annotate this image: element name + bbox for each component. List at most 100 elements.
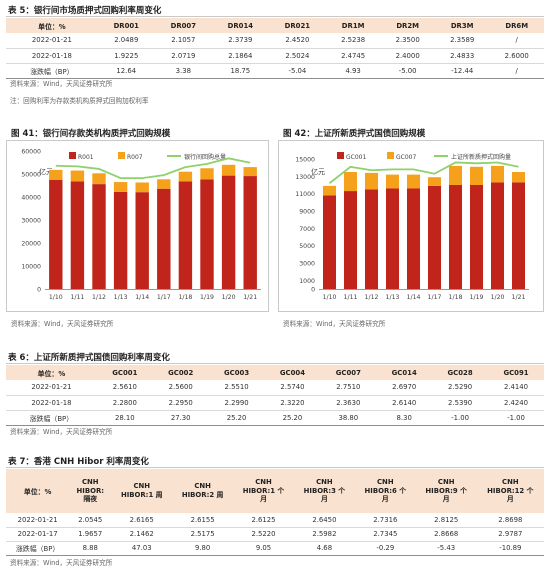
column-header-cell: DR001 bbox=[97, 18, 155, 33]
table5: 单位：% DR001 DR007 DR014 DR021 DR1M DR2M DR3M DR6M… bbox=[6, 18, 544, 79]
bar-segment bbox=[511, 182, 526, 289]
y-tick-label: 60000 bbox=[21, 149, 41, 156]
bar-segment bbox=[200, 179, 214, 289]
x-tick-label: 1/12 bbox=[365, 294, 379, 301]
table-cell: 2.0719 bbox=[154, 48, 212, 64]
bar-segment bbox=[92, 173, 106, 185]
x-tick-label: 1/12 bbox=[92, 294, 106, 301]
table-cell: 2.0489 bbox=[97, 33, 155, 49]
bar-segment bbox=[135, 192, 149, 289]
y-tick-label: 0 bbox=[37, 287, 41, 294]
table-row: 涨跌幅（BP） 28.10 27.30 25.20 25.20 38.80 8.30 -1.0… bbox=[6, 410, 544, 426]
column-header-cell: DR1M bbox=[325, 18, 381, 33]
bar-segment bbox=[511, 172, 526, 183]
table-cell: 2.4520 bbox=[268, 33, 326, 49]
bar-segment bbox=[157, 188, 171, 289]
x-tick-label: 1/20 bbox=[222, 294, 236, 301]
table-cell: 2.3220 bbox=[264, 395, 321, 411]
x-tick-label: 1/10 bbox=[49, 294, 63, 301]
bar-segment bbox=[469, 185, 484, 289]
table-cell: 25.20 bbox=[208, 410, 265, 426]
column-header-cell: GC001 bbox=[96, 365, 153, 380]
table-cell: -5.43 bbox=[415, 541, 477, 556]
bar-segment bbox=[364, 189, 379, 289]
bar-segment bbox=[490, 165, 505, 183]
table-cell: 2.3500 bbox=[380, 33, 435, 49]
unit-header-cell: 单位：% bbox=[6, 18, 98, 33]
y-tick-label: 11000 bbox=[295, 191, 315, 198]
header-row: 单位：% GC001 GC002 GC003 GC004 GC007 GC014 GC028 G… bbox=[6, 365, 544, 380]
column-header-cell: DR3M bbox=[434, 18, 490, 33]
table-cell: 47.03 bbox=[111, 541, 173, 556]
bar-segment bbox=[135, 182, 149, 193]
table-cell: 38.80 bbox=[320, 410, 377, 426]
table-cell: -10.89 bbox=[476, 541, 544, 556]
legend-item: GC001 bbox=[337, 152, 366, 161]
bar-segment bbox=[243, 167, 257, 177]
table-cell: 2.3630 bbox=[320, 395, 377, 411]
table-row: 2022-01-18 2.2800 2.2950 2.2990 2.3220 2.3630… bbox=[6, 395, 544, 411]
table-cell: 2.5220 bbox=[233, 527, 294, 542]
column-header-cell: CNH HIBOR:12 个 月 bbox=[476, 469, 544, 513]
table7-title: 表 7：香港 CNH Hibor 利率周变化 bbox=[8, 457, 149, 467]
x-tick-label: 1/13 bbox=[114, 294, 128, 301]
table-row: 2022-01-18 1.9225 2.0719 2.1864 2.5024 2.4745… bbox=[6, 48, 544, 64]
bar-segment bbox=[70, 170, 85, 182]
column-header-cell: CNH HIBOR:9 个 月 bbox=[415, 469, 477, 513]
header-row: 单位：% CNH HIBOR: 隔夜 CNH HIBOR:1 周 CNH HIBOR:… bbox=[6, 469, 544, 513]
legend-item: R001 bbox=[69, 152, 94, 161]
table-cell: 4.93 bbox=[325, 63, 381, 79]
column-header-cell: CNH HIBOR: 隔夜 bbox=[69, 469, 112, 513]
table-cell: -0.29 bbox=[354, 541, 416, 556]
x-tick-label: 1/17 bbox=[428, 294, 442, 301]
column-header-cell: CNH HIBOR:1 个 月 bbox=[233, 469, 294, 513]
table-cell: 2.6125 bbox=[233, 513, 294, 528]
series-line bbox=[328, 161, 519, 184]
bar-segment bbox=[49, 169, 63, 180]
table-cell: 2.5600 bbox=[152, 380, 209, 396]
x-tick-label: 1/20 bbox=[491, 294, 505, 301]
x-tick-label: 1/14 bbox=[135, 294, 149, 301]
column-header-cell: GC004 bbox=[264, 365, 321, 380]
row-label-cell: 涨跌幅（BP） bbox=[6, 541, 70, 556]
bar-segment bbox=[427, 185, 442, 289]
table-cell: -1.00 bbox=[488, 410, 544, 426]
column-header-cell: DR014 bbox=[211, 18, 269, 33]
table-cell: 2.1864 bbox=[211, 48, 269, 64]
row-label-cell: 2022-01-21 bbox=[6, 513, 70, 528]
y-tick-label: 40000 bbox=[21, 195, 41, 202]
row-label-cell: 涨跌幅（BP） bbox=[6, 410, 97, 426]
table-cell: 18.75 bbox=[211, 63, 269, 79]
bar-segment bbox=[469, 166, 484, 185]
x-tick-label: 1/19 bbox=[200, 294, 214, 301]
legend-label: 上证所新质押式回购量 bbox=[451, 153, 511, 161]
table-cell: 2.4240 bbox=[488, 395, 544, 411]
table-row: 2022-01-21 2.0545 2.6165 2.6155 2.6125 2.6450… bbox=[6, 513, 544, 528]
x-tick-label: 1/18 bbox=[449, 294, 463, 301]
table-cell: 2.6165 bbox=[111, 513, 173, 528]
x-tick-label: 1/18 bbox=[178, 294, 192, 301]
header-row: 单位：% DR001 DR007 DR014 DR021 DR1M DR2M DR3M DR6M bbox=[6, 18, 544, 33]
bar-segment bbox=[49, 179, 63, 289]
table-cell: 1.9657 bbox=[69, 527, 112, 542]
table-cell: 1.9225 bbox=[97, 48, 155, 64]
table-cell: 2.5390 bbox=[432, 395, 489, 411]
table-cell: 9.05 bbox=[233, 541, 294, 556]
table5-source: 资料来源：Wind，天风证券研究所 bbox=[10, 80, 113, 88]
chart41-title: 图 41：银行间存款类机构质押式回购规模 bbox=[11, 129, 171, 139]
legend-swatch bbox=[118, 152, 125, 159]
bar-segment bbox=[322, 185, 337, 196]
table-cell: 3.38 bbox=[154, 63, 212, 79]
table-cell: 2.5238 bbox=[325, 33, 381, 49]
y-tick-label: 13000 bbox=[295, 174, 315, 181]
y-tick-label: 0 bbox=[311, 287, 315, 294]
table-cell: 2.5510 bbox=[208, 380, 265, 396]
legend-item: R007 bbox=[118, 152, 143, 161]
legend-label: GC007 bbox=[396, 154, 416, 161]
table-cell: -5.00 bbox=[380, 63, 435, 79]
bar-segment bbox=[343, 191, 358, 289]
bar-segment bbox=[322, 195, 337, 289]
table-cell: 27.30 bbox=[152, 410, 209, 426]
legend-swatch bbox=[69, 152, 76, 159]
x-tick-label: 1/21 bbox=[243, 294, 257, 301]
